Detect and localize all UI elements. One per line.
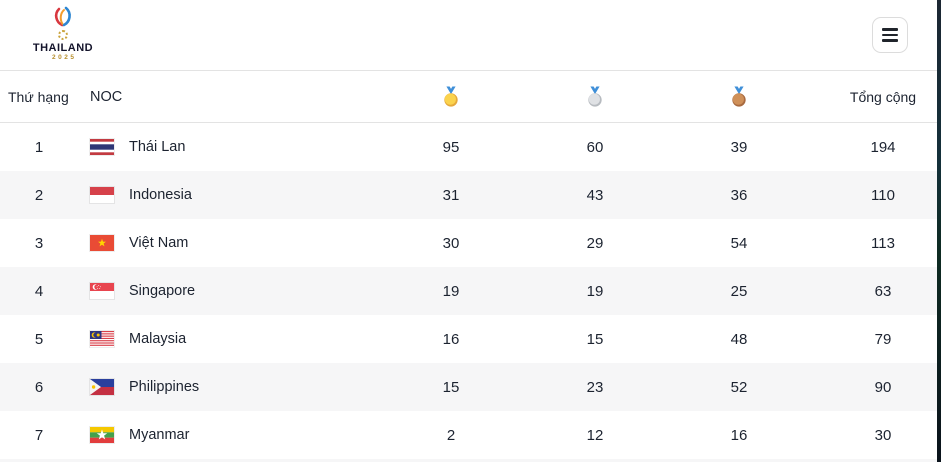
table-row: 7 Myanmar 2 12 16 30 <box>0 411 941 459</box>
total-count: 194 <box>870 138 896 156</box>
flag-indonesia-icon <box>90 187 114 203</box>
rank-cell: 1 <box>34 138 44 156</box>
medal-table-header: Thứ hạng NOC Tổng cộng <box>0 71 941 123</box>
flag-myanmar-icon <box>90 427 114 443</box>
silver-count: 23 <box>586 378 604 396</box>
noc-cell: Philippines <box>78 379 379 395</box>
bronze-count: 25 <box>730 282 748 300</box>
silver-count: 19 <box>586 282 604 300</box>
brand-year: 2025 <box>52 54 77 61</box>
total-count: 63 <box>874 282 892 300</box>
flag-thailand-icon <box>90 139 114 155</box>
country-name: Indonesia <box>129 187 192 203</box>
total-count: 30 <box>874 426 892 444</box>
silver-count: 43 <box>586 186 604 204</box>
total-count: 79 <box>874 330 892 348</box>
header-bronze <box>667 85 811 109</box>
silver-count: 15 <box>586 330 604 348</box>
games-logo-icon <box>54 6 71 27</box>
table-row: 2 Indonesia 31 43 36 110 <box>0 171 941 219</box>
bronze-count: 36 <box>730 186 748 204</box>
silver-count: 29 <box>586 234 604 252</box>
total-count: 113 <box>871 234 895 252</box>
table-row: 5 Malaysia 16 1 <box>0 315 941 363</box>
bronze-count: 54 <box>730 234 748 252</box>
noc-cell: Indonesia <box>78 187 379 203</box>
country-name: Myanmar <box>129 427 190 443</box>
bronze-count: 16 <box>730 426 748 444</box>
rank-cell: 7 <box>34 426 44 444</box>
menu-button[interactable] <box>872 17 908 53</box>
rank-cell: 3 <box>34 234 44 252</box>
hamburger-icon <box>882 28 898 42</box>
table-row: 6 Philippines 15 23 52 90 <box>0 363 941 411</box>
country-name: Singapore <box>129 283 196 299</box>
header-noc: NOC <box>90 88 123 105</box>
header-gold <box>379 85 523 109</box>
total-count: 110 <box>871 186 895 204</box>
bronze-count: 52 <box>730 378 748 396</box>
flag-singapore-icon <box>90 283 114 299</box>
gold-count: 31 <box>442 186 460 204</box>
next-row-partial <box>0 459 941 462</box>
bronze-medal-icon <box>732 85 746 107</box>
silver-medal-icon <box>588 85 602 107</box>
top-nav: THAILAND 2025 <box>0 0 941 71</box>
header-total: Tổng cộng <box>849 88 917 105</box>
gold-count: 15 <box>442 378 460 396</box>
country-name: Việt Nam <box>129 235 189 251</box>
table-row: 3 Việt Nam 30 29 54 113 <box>0 219 941 267</box>
header-rank: Thứ hạng <box>8 88 69 105</box>
silver-count: 60 <box>586 138 604 156</box>
bronze-count: 48 <box>730 330 748 348</box>
country-name: Thái Lan <box>129 139 186 155</box>
gold-count: 16 <box>442 330 460 348</box>
gold-count: 19 <box>442 282 460 300</box>
silver-count: 12 <box>586 426 604 444</box>
total-count: 90 <box>874 378 892 396</box>
table-row: 1 Thái Lan 95 60 39 194 <box>0 123 941 171</box>
gold-medal-icon <box>444 85 458 107</box>
brand-logo[interactable]: THAILAND 2025 <box>30 5 96 62</box>
flag-vietnam-icon <box>90 235 114 251</box>
noc-cell: Singapore <box>78 283 379 299</box>
gold-emblem-icon <box>58 30 68 40</box>
noc-cell: Việt Nam <box>78 235 379 251</box>
rank-cell: 6 <box>34 378 44 396</box>
gold-count: 2 <box>446 426 456 444</box>
flag-philippines-icon <box>90 379 114 395</box>
noc-cell: Malaysia <box>78 331 379 347</box>
gold-count: 30 <box>442 234 460 252</box>
noc-cell: Myanmar <box>78 427 379 443</box>
rank-cell: 2 <box>34 186 44 204</box>
country-name: Malaysia <box>129 331 187 347</box>
gold-count: 95 <box>442 138 460 156</box>
table-row: 4 Singapore 19 19 25 63 <box>0 267 941 315</box>
country-name: Philippines <box>129 379 200 395</box>
noc-cell: Thái Lan <box>78 139 379 155</box>
bronze-count: 39 <box>730 138 748 156</box>
brand-name: THAILAND <box>32 42 94 54</box>
page-edge-strip <box>937 0 941 462</box>
flag-malaysia-icon <box>90 331 114 347</box>
medal-table: Thứ hạng NOC Tổng cộng 1 <box>0 71 941 462</box>
rank-cell: 5 <box>34 330 44 348</box>
header-silver <box>523 85 667 109</box>
rank-cell: 4 <box>34 282 44 300</box>
